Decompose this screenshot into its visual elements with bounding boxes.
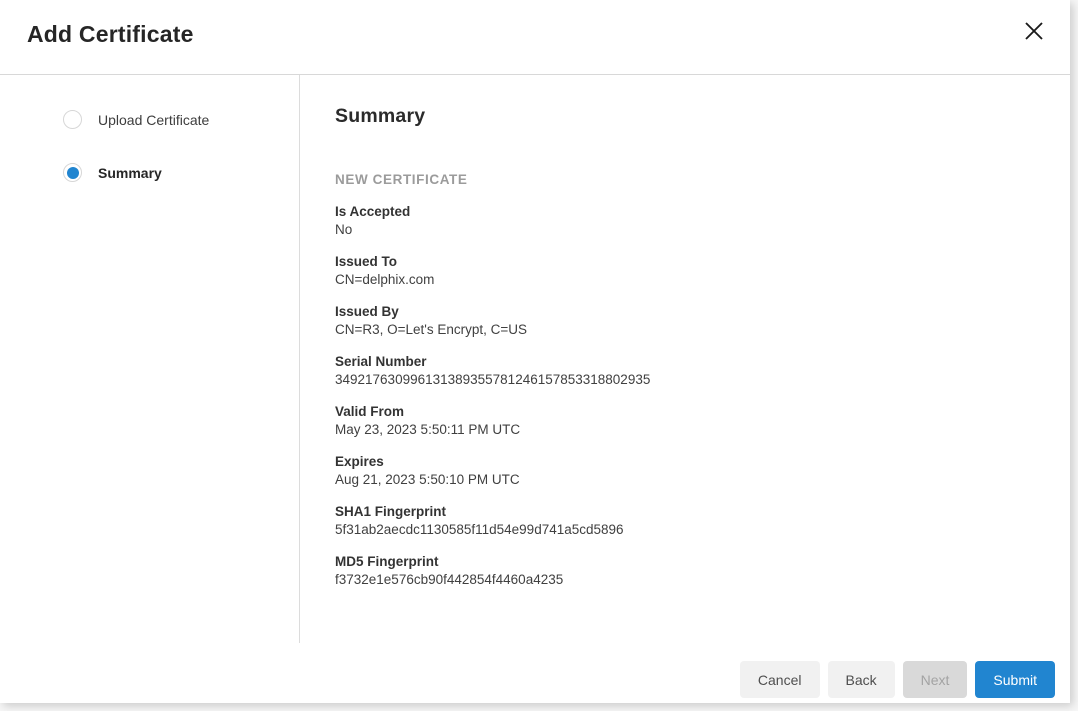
close-button[interactable]	[1021, 18, 1047, 44]
dialog-title: Add Certificate	[27, 21, 194, 47]
certificate-field: Issued By CN=R3, O=Let's Encrypt, C=US	[335, 303, 1040, 339]
field-label: SHA1 Fingerprint	[335, 504, 447, 519]
field-value: CN=delphix.com	[335, 272, 435, 287]
x-close-icon	[1023, 20, 1045, 42]
dialog-body: Upload Certificate Summary Summary NEW C…	[0, 75, 1070, 643]
certificate-field: Valid From May 23, 2023 5:50:11 PM UTC	[335, 403, 1040, 439]
field-label: Serial Number	[335, 354, 427, 369]
dialog-footer: Cancel Back Next Submit	[0, 643, 1070, 703]
certificate-field: SHA1 Fingerprint 5f31ab2aecdc1130585f11d…	[335, 503, 1040, 539]
certificate-field: MD5 Fingerprint f3732e1e576cb90f442854f4…	[335, 553, 1040, 589]
field-label: Is Accepted	[335, 204, 411, 219]
step-label: Summary	[98, 164, 162, 181]
next-button: Next	[902, 661, 968, 698]
field-value: No	[335, 222, 353, 237]
wizard-step-summary[interactable]: Summary	[63, 163, 299, 182]
field-value: 3492176309961313893557812461578533188029…	[335, 372, 651, 387]
submit-button[interactable]: Submit	[975, 661, 1055, 698]
wizard-steps-sidebar: Upload Certificate Summary	[0, 75, 300, 643]
cancel-button[interactable]: Cancel	[739, 661, 820, 698]
dialog-header: Add Certificate	[0, 0, 1070, 75]
certificate-field: Issued To CN=delphix.com	[335, 253, 1040, 289]
certificate-field: Is Accepted No	[335, 203, 1040, 239]
field-value: 5f31ab2aecdc1130585f11d54e99d741a5cd5896	[335, 522, 624, 537]
summary-panel: Summary NEW CERTIFICATE Is Accepted No I…	[300, 75, 1070, 643]
field-value: Aug 21, 2023 5:50:10 PM UTC	[335, 472, 520, 487]
panel-heading: Summary	[335, 105, 426, 127]
section-title: NEW CERTIFICATE	[335, 172, 468, 187]
back-button[interactable]: Back	[827, 661, 895, 698]
field-label: Expires	[335, 454, 384, 469]
radio-icon	[63, 163, 82, 182]
certificate-field: Expires Aug 21, 2023 5:50:10 PM UTC	[335, 453, 1040, 489]
radio-icon	[63, 110, 82, 129]
field-label: MD5 Fingerprint	[335, 554, 439, 569]
field-label: Valid From	[335, 404, 405, 419]
wizard-step-upload-certificate[interactable]: Upload Certificate	[63, 110, 299, 129]
field-value: CN=R3, O=Let's Encrypt, C=US	[335, 322, 528, 337]
field-label: Issued To	[335, 254, 398, 269]
certificate-field: Serial Number 34921763099613138935578124…	[335, 353, 1040, 389]
field-label: Issued By	[335, 304, 399, 319]
field-value: May 23, 2023 5:50:11 PM UTC	[335, 422, 521, 437]
step-label: Upload Certificate	[98, 111, 210, 128]
field-value: f3732e1e576cb90f442854f4460a4235	[335, 572, 564, 587]
